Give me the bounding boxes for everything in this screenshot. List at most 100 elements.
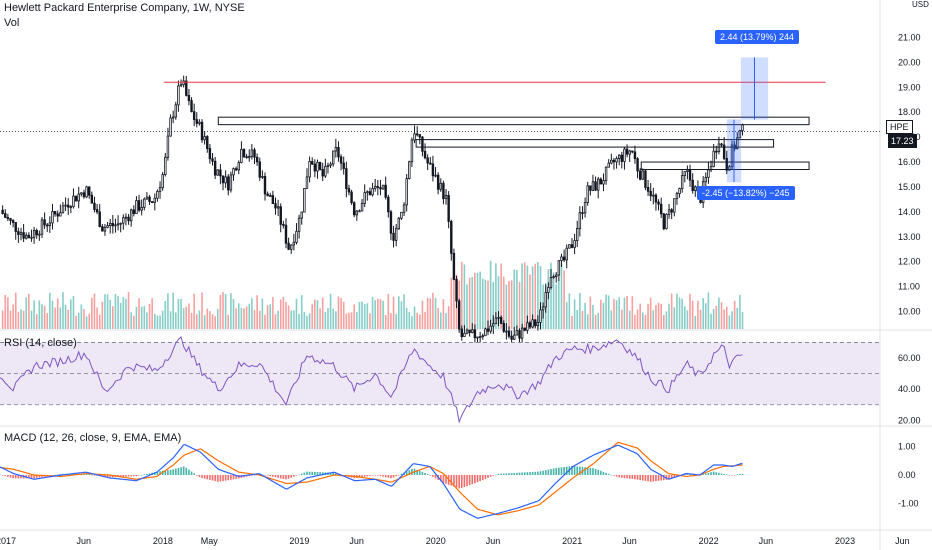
candle [297, 217, 301, 232]
candle [539, 309, 542, 323]
macd-histogram-bar [251, 475, 253, 476]
volume-bar [445, 313, 447, 329]
volume-bar [421, 300, 424, 329]
macd-histogram-bar [167, 470, 169, 475]
volume-bar [676, 293, 678, 329]
macd-histogram-bar [605, 472, 607, 475]
candle [465, 329, 469, 334]
volume-bar [274, 314, 277, 329]
volume-bar [285, 301, 287, 329]
candle [665, 213, 668, 230]
candle [292, 241, 296, 246]
volume-bar [476, 272, 479, 329]
macd-histogram-bar [439, 475, 442, 482]
price-tick-label: 13.00 [898, 232, 921, 242]
volume-bar [251, 298, 253, 329]
volume-bar [474, 272, 476, 329]
macd-histogram-bar [169, 469, 172, 475]
volume-bar [91, 297, 93, 329]
volume-bar [526, 265, 529, 329]
macd-histogram-bar [628, 475, 631, 479]
measure-up-label[interactable]: 2.44 (13.79%) 244 [715, 30, 800, 44]
macd-histogram-bar [571, 466, 573, 475]
volume-bar [573, 299, 576, 329]
candle [274, 203, 277, 209]
macd-histogram-bar [526, 472, 529, 475]
candle [392, 232, 395, 241]
candle [9, 218, 12, 221]
macd-histogram-bar [395, 475, 397, 477]
volume-bar [628, 310, 631, 329]
volume-bar [117, 296, 119, 329]
volume-bar [471, 277, 474, 329]
macd-histogram-bar [143, 474, 146, 475]
candle [116, 223, 120, 226]
macd-histogram-bar [190, 471, 193, 475]
macd-histogram-bar [453, 475, 455, 487]
candle [526, 322, 529, 331]
measure-down-label[interactable]: -2.45 (−13.82%) −245 [697, 186, 795, 200]
candle [150, 201, 154, 203]
candle [691, 179, 694, 191]
candle [463, 332, 466, 338]
volume-bar [502, 276, 505, 329]
candle [570, 244, 574, 248]
macd-histogram-bar [670, 475, 673, 479]
macd-histogram-bar [321, 472, 324, 475]
volume-bar [586, 314, 589, 329]
candle [612, 159, 616, 163]
macd-histogram-bar [579, 466, 581, 475]
volume-bar [715, 305, 718, 329]
volume-bar [138, 298, 140, 329]
volume-bar [345, 313, 348, 329]
macd-histogram-bar [484, 475, 487, 480]
volume-bar [736, 307, 739, 329]
macd-histogram-bar [718, 472, 720, 475]
macd-histogram-bar [736, 474, 739, 476]
volume-bar [579, 292, 581, 329]
candle [203, 136, 206, 141]
volume-bar [560, 262, 563, 329]
macd-histogram-bar [306, 471, 308, 475]
volume-bar [723, 309, 725, 329]
candle [56, 213, 59, 217]
macd-histogram-bar [227, 475, 230, 481]
volume-bar [266, 305, 269, 329]
rsi-band [0, 342, 880, 405]
macd-histogram-bar [93, 475, 96, 476]
volume-bar [681, 298, 683, 329]
candle [722, 144, 726, 159]
candle [332, 150, 335, 165]
volume-bar [434, 297, 437, 329]
candle [261, 175, 264, 178]
candle [355, 210, 359, 216]
macd-histogram-bar [51, 475, 54, 476]
volume-bar [510, 280, 513, 329]
price-tag-symbol: HPE [886, 120, 913, 134]
macd-histogram-bar [476, 475, 479, 483]
macd-histogram-bar [159, 471, 161, 475]
volume-bar [193, 293, 195, 329]
candle [450, 220, 453, 254]
rsi-tick-label: 20.00 [898, 415, 921, 425]
macd-histogram-bar [119, 475, 122, 477]
macd-histogram-bar [374, 475, 377, 476]
candle [644, 170, 647, 188]
candle [211, 158, 214, 162]
candle [290, 244, 293, 250]
macd-histogram-bar [400, 473, 403, 475]
volume-bar [468, 277, 471, 329]
macd-histogram-bar [174, 468, 177, 475]
candle [704, 176, 707, 183]
candle [426, 157, 429, 164]
macd-histogram-bar [550, 469, 552, 475]
candle [46, 224, 49, 227]
volume-bar [644, 314, 647, 329]
volume-bar [119, 302, 122, 329]
candle [633, 151, 637, 160]
candle [40, 219, 44, 235]
candle [248, 156, 251, 159]
macd-histogram-bar [311, 471, 314, 475]
candle [423, 150, 427, 159]
